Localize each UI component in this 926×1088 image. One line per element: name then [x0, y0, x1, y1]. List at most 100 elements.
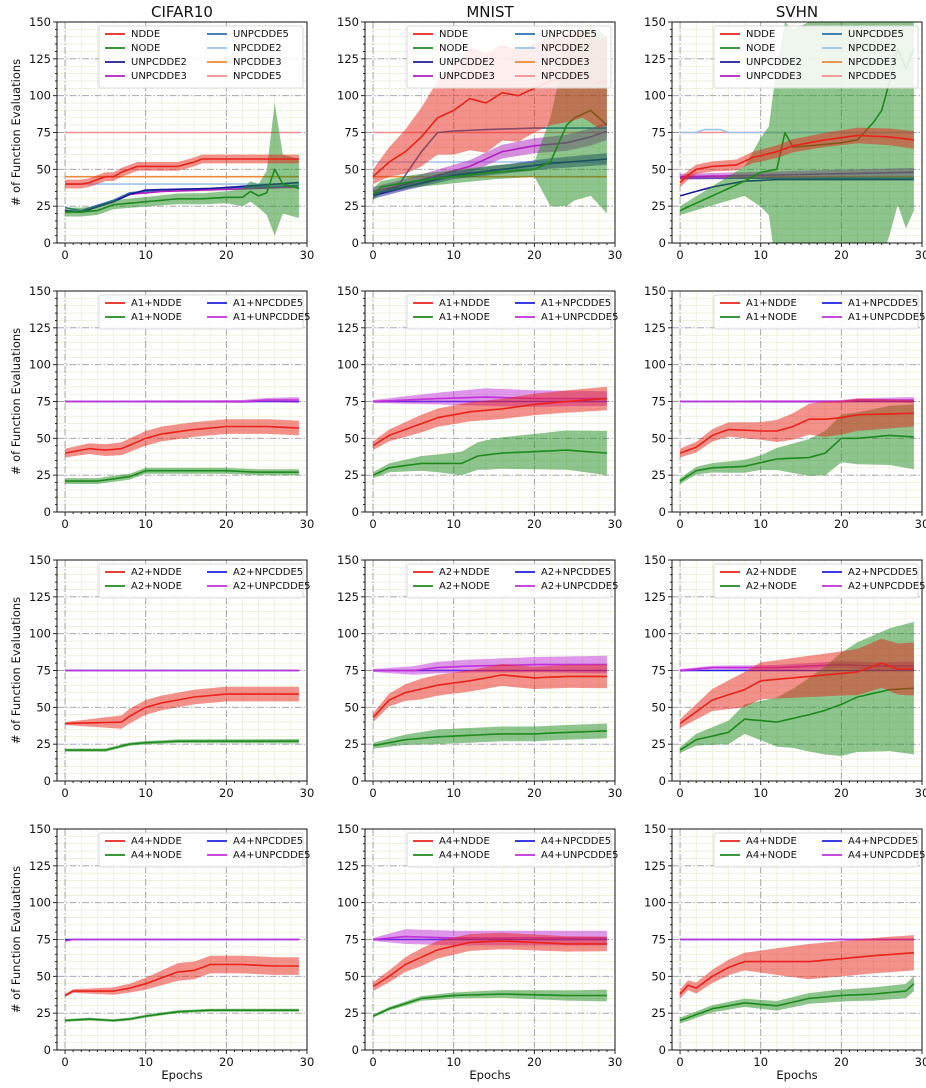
y-tick-label: 50: [36, 431, 51, 445]
legend-label: A2+NODE: [746, 581, 797, 592]
y-tick-label: 75: [36, 126, 51, 140]
band-a4-ndde: [680, 935, 914, 999]
series-line-a1-ndde: [64, 425, 299, 454]
y-tick-label: 0: [44, 1043, 51, 1057]
legend-label: UNPCDDE5: [541, 29, 597, 40]
legend-label: A2+NPCDDE5: [541, 567, 611, 578]
ticks: [668, 290, 923, 516]
plot-area: [64, 103, 300, 236]
ticks: [53, 290, 308, 516]
legend: NDDE NODE UNPCDDE2 UNPCDDE3 UNPCDDE5 NPCDDE2 N…: [713, 25, 919, 89]
x-tick-label: 10: [753, 786, 768, 800]
y-tick-label: 0: [44, 236, 51, 250]
y-tick-label: 75: [651, 126, 666, 140]
y-tick-label: 75: [36, 664, 51, 678]
legend: A2+NDDE A2+NODE A2+NPCDDE5 A2+UNPCDDE5: [406, 563, 618, 599]
legend-label: A2+UNPCDDE5: [848, 581, 925, 592]
legend-label: A1+NODE: [439, 312, 490, 323]
y-tick-label: 100: [644, 358, 666, 372]
y-tick-label: 50: [344, 969, 359, 983]
y-tick-label: 100: [337, 627, 359, 641]
y-tick-label: 50: [651, 700, 666, 714]
legend-box: [713, 832, 919, 868]
legend-label: A2+NDDE: [439, 567, 490, 578]
band-a2-ndde: [373, 664, 607, 723]
legend: A4+NDDE A4+NODE A4+NPCDDE5 A4+UNPCDDE5: [98, 832, 310, 868]
legend-label: A4+NDDE: [439, 836, 490, 847]
band-node: [373, 24, 607, 214]
x-tick-label: 10: [753, 1055, 768, 1069]
y-tick-label: 50: [344, 700, 359, 714]
legend-label: A1+NODE: [746, 312, 797, 323]
x-tick-label: 0: [369, 517, 376, 531]
legend-label: A2+NDDE: [131, 567, 182, 578]
legend-label: A4+NDDE: [131, 836, 182, 847]
plot-area: [679, 935, 915, 1024]
legend-label: NPCDDE5: [541, 71, 590, 82]
series-line-a4-ndde: [64, 963, 299, 997]
x-tick-label: 0: [61, 248, 68, 262]
ticks: [668, 559, 923, 785]
band-a2-node: [65, 739, 299, 752]
y-tick-label: 50: [651, 969, 666, 983]
legend-box: [406, 294, 612, 330]
legend-label: UNPCDDE2: [131, 57, 187, 68]
y-tick-label: 50: [36, 700, 51, 714]
series-line-a4-unpcdde5: [64, 938, 299, 942]
legend-label: A1+NODE: [131, 312, 182, 323]
x-tick-label: 30: [608, 248, 623, 262]
y-tick-label: 100: [337, 896, 359, 910]
series-line-a1-ndde: [679, 412, 914, 454]
legend-label: A4+NODE: [131, 850, 182, 861]
legend: A1+NDDE A1+NODE A1+NPCDDE5 A1+UNPCDDE5: [98, 294, 310, 330]
ticks: [361, 290, 616, 516]
y-tick-label: 125: [644, 590, 666, 604]
x-tick-label: 20: [219, 248, 234, 262]
plot-area: [372, 386, 607, 479]
ticks: [53, 559, 308, 785]
legend-box: [713, 25, 919, 89]
x-tick-label: 10: [138, 248, 153, 262]
x-axis-label: Epochs: [161, 1068, 202, 1082]
legend-label: NODE: [746, 43, 775, 54]
legend: A2+NDDE A2+NODE A2+NPCDDE5 A2+UNPCDDE5: [713, 563, 925, 599]
legend-label: NODE: [131, 43, 160, 54]
series-line-ndde: [65, 158, 299, 185]
legend-box: [406, 832, 612, 868]
series-line-a2-node: [679, 687, 914, 751]
legend-label: A2+NDDE: [746, 567, 797, 578]
legend-label: A2+UNPCDDE5: [233, 581, 310, 592]
legend-box: [98, 294, 304, 330]
series-line-a4-node: [65, 1009, 299, 1022]
legend-label: A4+UNPCDDE5: [233, 850, 310, 861]
y-tick-label: 150: [29, 822, 51, 836]
series-line-a4-ndde: [679, 952, 914, 995]
ticks: [53, 828, 308, 1054]
series-line-a4-node: [372, 993, 607, 1017]
y-tick-label: 25: [344, 199, 359, 213]
legend-label: NPCDDE5: [848, 71, 897, 82]
y-tick-label: 150: [337, 822, 359, 836]
ticks: [361, 828, 616, 1054]
band-ndde: [65, 154, 299, 189]
column-title-svhn: SVHN: [776, 3, 818, 21]
plot-area: [679, 397, 914, 484]
x-tick-label: 0: [369, 1055, 376, 1069]
x-tick-label: 20: [219, 786, 234, 800]
x-tick-label: 10: [138, 786, 153, 800]
y-tick-label: 150: [337, 15, 359, 29]
legend-label: A4+NPCDDE5: [233, 836, 303, 847]
x-tick-label: 30: [608, 786, 623, 800]
x-tick-label: 30: [915, 786, 926, 800]
y-tick-label: 125: [337, 52, 359, 66]
x-tick-label: 20: [527, 517, 542, 531]
y-tick-label: 100: [337, 358, 359, 372]
legend-label: A1+NPCDDE5: [233, 298, 303, 309]
series-line-a4-node: [679, 983, 915, 1022]
legend: A1+NDDE A1+NODE A1+NPCDDE5 A1+UNPCDDE5: [713, 294, 925, 330]
x-tick-label: 10: [446, 517, 461, 531]
y-tick-label: 150: [29, 15, 51, 29]
